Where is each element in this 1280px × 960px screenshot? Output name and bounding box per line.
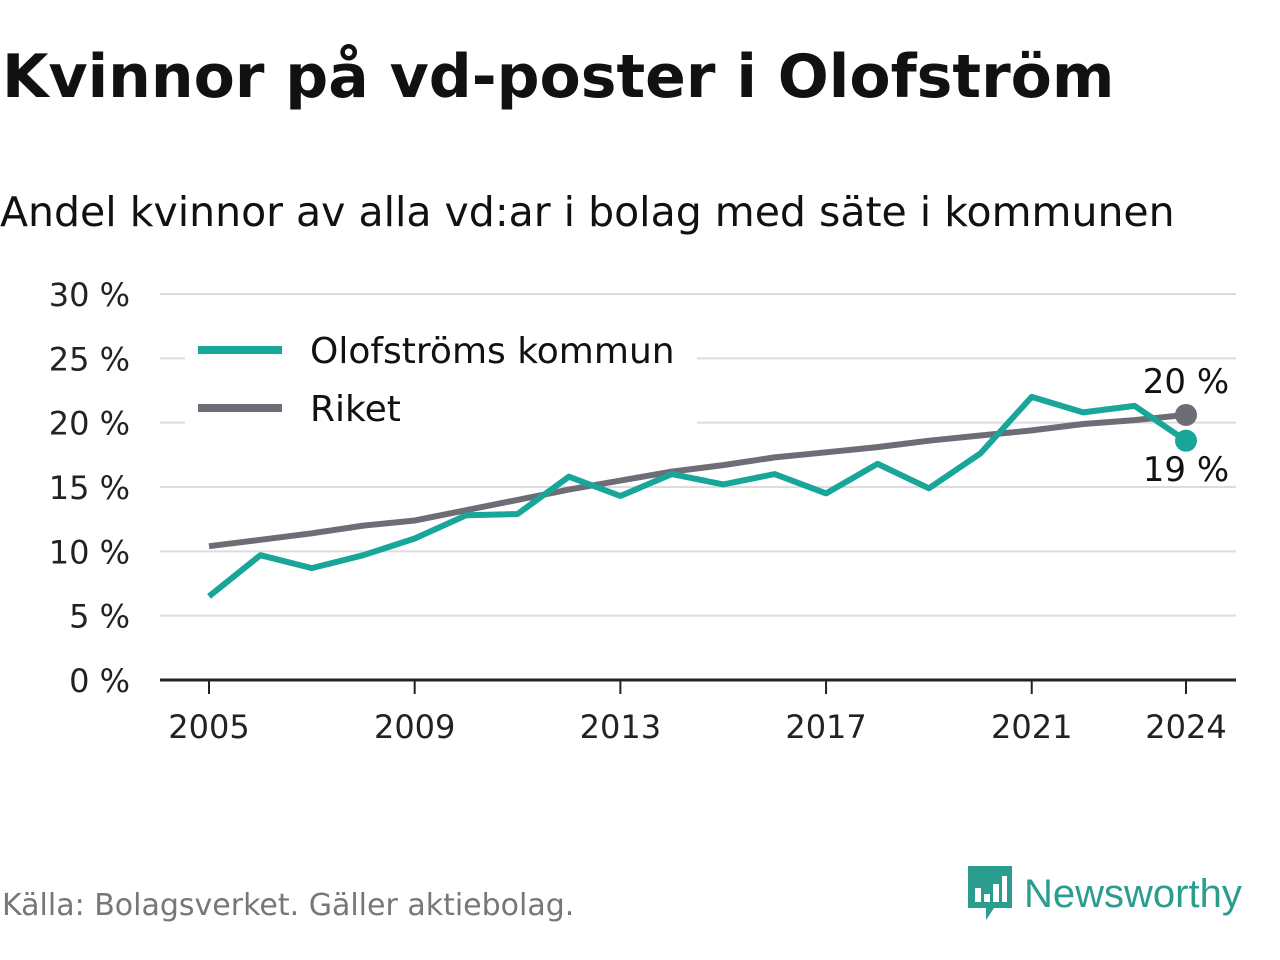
y-tick-label: 0 % [69, 662, 130, 700]
chart-title: Kvinnor på vd-poster i Olofström [2, 42, 1115, 112]
x-tick-label: 2024 [1145, 708, 1226, 746]
series-line-riket [208, 411, 1187, 550]
x-tick-label: 2017 [785, 708, 866, 746]
x-tick-label: 2005 [168, 708, 249, 746]
y-tick-label: 10 % [49, 533, 130, 571]
y-tick-label: 5 % [69, 598, 130, 636]
chart-subtitle: Andel kvinnor av alla vd:ar i bolag med … [0, 188, 1175, 236]
y-tick-label: 20 % [49, 405, 130, 443]
y-tick-label: 25 % [49, 340, 130, 378]
brand-name: Newsworthy [1024, 871, 1242, 916]
x-tick-label: 2013 [580, 708, 661, 746]
newsworthy-logo-icon [968, 866, 1012, 920]
end-label-olofstrom: 19 % [1143, 450, 1229, 490]
series-line-olofstrom [207, 393, 1188, 599]
y-tick-label: 15 % [49, 469, 130, 507]
brand-logo[interactable]: Newsworthy [964, 864, 1242, 924]
end-point-riket [1175, 403, 1197, 426]
y-tick-label: 30 % [49, 276, 130, 314]
source-note: Källa: Bolagsverket. Gäller aktiebolag. [2, 888, 575, 923]
series-lines [207, 393, 1197, 599]
end-labels: 20 % 19 % [1140, 359, 1232, 493]
x-axis: 2005 2009 2013 2017 2021 2024 [160, 678, 1236, 746]
legend: Olofströms kommun Riket [185, 322, 697, 430]
end-point-olofstrom [1175, 429, 1197, 452]
line-chart: 0 %5 %10 %15 %20 %25 %30 % 2005 2009 2013 2… [49, 276, 1236, 746]
end-label-riket: 20 % [1143, 362, 1229, 402]
legend-label-riket: Riket [310, 389, 401, 430]
x-tick-label: 2009 [374, 708, 455, 746]
y-axis-ticks: 0 % 5 % 10 % 15 % 20 % 25 % 30 % [49, 276, 130, 700]
legend-label-olofstrom: Olofströms kommun [310, 331, 675, 372]
x-tick-label: 2021 [991, 708, 1072, 746]
